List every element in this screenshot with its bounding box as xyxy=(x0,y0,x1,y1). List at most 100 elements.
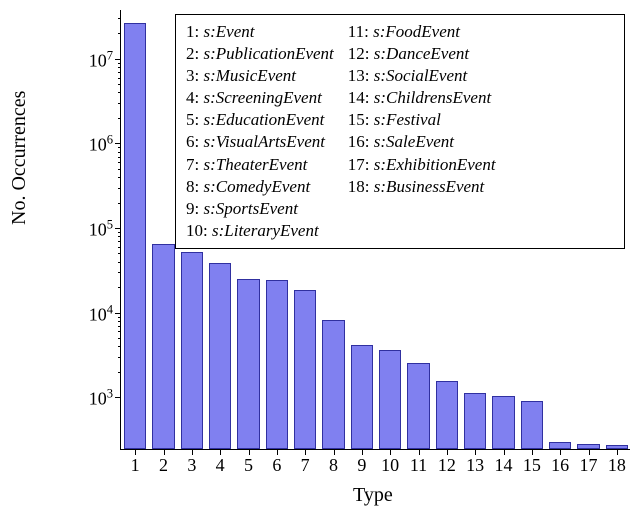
legend-item: 6: s:VisualArtsEvent xyxy=(186,131,334,153)
y-minor-tick-mark xyxy=(118,236,121,237)
bar xyxy=(124,23,146,449)
legend-item: 13: s:SocialEvent xyxy=(348,65,496,87)
legend-item: 18: s:BusinessEvent xyxy=(348,176,496,198)
y-tick-mark xyxy=(115,143,121,144)
bar xyxy=(351,345,373,449)
x-tick-label: 1 xyxy=(131,449,140,476)
y-minor-tick-mark xyxy=(118,241,121,242)
x-tick-label: 14 xyxy=(495,449,513,476)
y-minor-tick-mark xyxy=(118,152,121,153)
x-tick-label: 4 xyxy=(216,449,225,476)
legend-item: 12: s:DanceEvent xyxy=(348,43,496,65)
y-tick-mark xyxy=(115,59,121,60)
x-tick-label: 18 xyxy=(608,449,626,476)
y-minor-tick-mark xyxy=(118,331,121,332)
y-minor-tick-mark xyxy=(118,338,121,339)
y-axis-label: No. Occurrences xyxy=(8,91,31,225)
x-tick-label: 8 xyxy=(329,449,338,476)
legend-item: 17: s:ExhibitionEvent xyxy=(348,154,496,176)
event-types-histogram: No. Occurrences 103104105106107123456789… xyxy=(0,0,640,517)
bar xyxy=(521,401,543,449)
y-minor-tick-mark xyxy=(118,177,121,178)
y-tick-label: 105 xyxy=(89,218,121,241)
x-tick-label: 3 xyxy=(187,449,196,476)
y-minor-tick-mark xyxy=(118,232,121,233)
y-tick-label: 103 xyxy=(89,387,121,410)
x-tick-label: 5 xyxy=(244,449,253,476)
x-tick-label: 12 xyxy=(438,449,456,476)
y-minor-tick-mark xyxy=(118,253,121,254)
legend-item: 11: s:FoodEvent xyxy=(348,21,496,43)
y-minor-tick-mark xyxy=(118,372,121,373)
legend-column-1: 1: s:Event2: s:PublicationEvent3: s:Musi… xyxy=(186,21,334,242)
x-tick-label: 13 xyxy=(466,449,484,476)
legend: 1: s:Event2: s:PublicationEvent3: s:Musi… xyxy=(175,14,625,249)
y-minor-tick-mark xyxy=(118,63,121,64)
y-minor-tick-mark xyxy=(118,346,121,347)
legend-item: 3: s:MusicEvent xyxy=(186,65,334,87)
legend-item: 7: s:TheaterEvent xyxy=(186,154,334,176)
y-minor-tick-mark xyxy=(118,203,121,204)
x-tick-label: 9 xyxy=(357,449,366,476)
bar xyxy=(266,280,288,449)
y-minor-tick-mark xyxy=(118,272,121,273)
y-tick-mark xyxy=(115,397,121,398)
legend-item: 16: s:SaleEvent xyxy=(348,131,496,153)
x-tick-label: 11 xyxy=(410,449,427,476)
y-minor-tick-mark xyxy=(118,92,121,93)
bar xyxy=(379,350,401,449)
y-minor-tick-mark xyxy=(118,321,121,322)
x-axis-label: Type xyxy=(353,484,393,507)
y-minor-tick-mark xyxy=(118,326,121,327)
y-minor-tick-mark xyxy=(118,169,121,170)
y-minor-tick-mark xyxy=(118,84,121,85)
legend-item: 15: s:Festival xyxy=(348,109,496,131)
bar xyxy=(407,363,429,449)
y-minor-tick-mark xyxy=(118,118,121,119)
y-tick-label: 106 xyxy=(89,133,121,156)
y-minor-tick-mark xyxy=(118,357,121,358)
legend-item: 9: s:SportsEvent xyxy=(186,198,334,220)
y-tick-mark xyxy=(115,228,121,229)
y-tick-mark xyxy=(115,313,121,314)
y-tick-label: 104 xyxy=(89,302,121,325)
legend-item: 8: s:ComedyEvent xyxy=(186,176,334,198)
y-minor-tick-mark xyxy=(118,247,121,248)
bar xyxy=(237,279,259,449)
legend-item: 10: s:LiteraryEvent xyxy=(186,220,334,242)
y-minor-tick-mark xyxy=(118,67,121,68)
y-minor-tick-mark xyxy=(118,33,121,34)
y-minor-tick-mark xyxy=(118,287,121,288)
x-tick-label: 16 xyxy=(551,449,569,476)
y-minor-tick-mark xyxy=(118,262,121,263)
legend-item: 4: s:ScreeningEvent xyxy=(186,87,334,109)
y-minor-tick-mark xyxy=(118,317,121,318)
legend-item: 5: s:EducationEvent xyxy=(186,109,334,131)
bar xyxy=(322,320,344,449)
legend-item: 14: s:ChildrensEvent xyxy=(348,87,496,109)
x-tick-label: 6 xyxy=(272,449,281,476)
x-tick-label: 17 xyxy=(580,449,598,476)
x-tick-label: 10 xyxy=(381,449,399,476)
y-minor-tick-mark xyxy=(118,72,121,73)
bar xyxy=(436,381,458,449)
y-minor-tick-mark xyxy=(118,162,121,163)
bar xyxy=(209,263,231,449)
bar xyxy=(181,252,203,449)
y-minor-tick-mark xyxy=(118,147,121,148)
y-minor-tick-mark xyxy=(118,18,121,19)
bar xyxy=(152,244,174,449)
y-tick-label: 107 xyxy=(89,48,121,71)
y-minor-tick-mark xyxy=(118,188,121,189)
bar xyxy=(492,396,514,449)
y-minor-tick-mark xyxy=(118,78,121,79)
x-tick-label: 7 xyxy=(301,449,310,476)
bar xyxy=(294,290,316,449)
legend-column-2: 11: s:FoodEvent12: s:DanceEvent13: s:Soc… xyxy=(348,21,496,242)
y-minor-tick-mark xyxy=(118,103,121,104)
x-tick-label: 15 xyxy=(523,449,541,476)
x-tick-label: 2 xyxy=(159,449,168,476)
legend-item: 2: s:PublicationEvent xyxy=(186,43,334,65)
y-minor-tick-mark xyxy=(118,157,121,158)
bar xyxy=(464,393,486,449)
